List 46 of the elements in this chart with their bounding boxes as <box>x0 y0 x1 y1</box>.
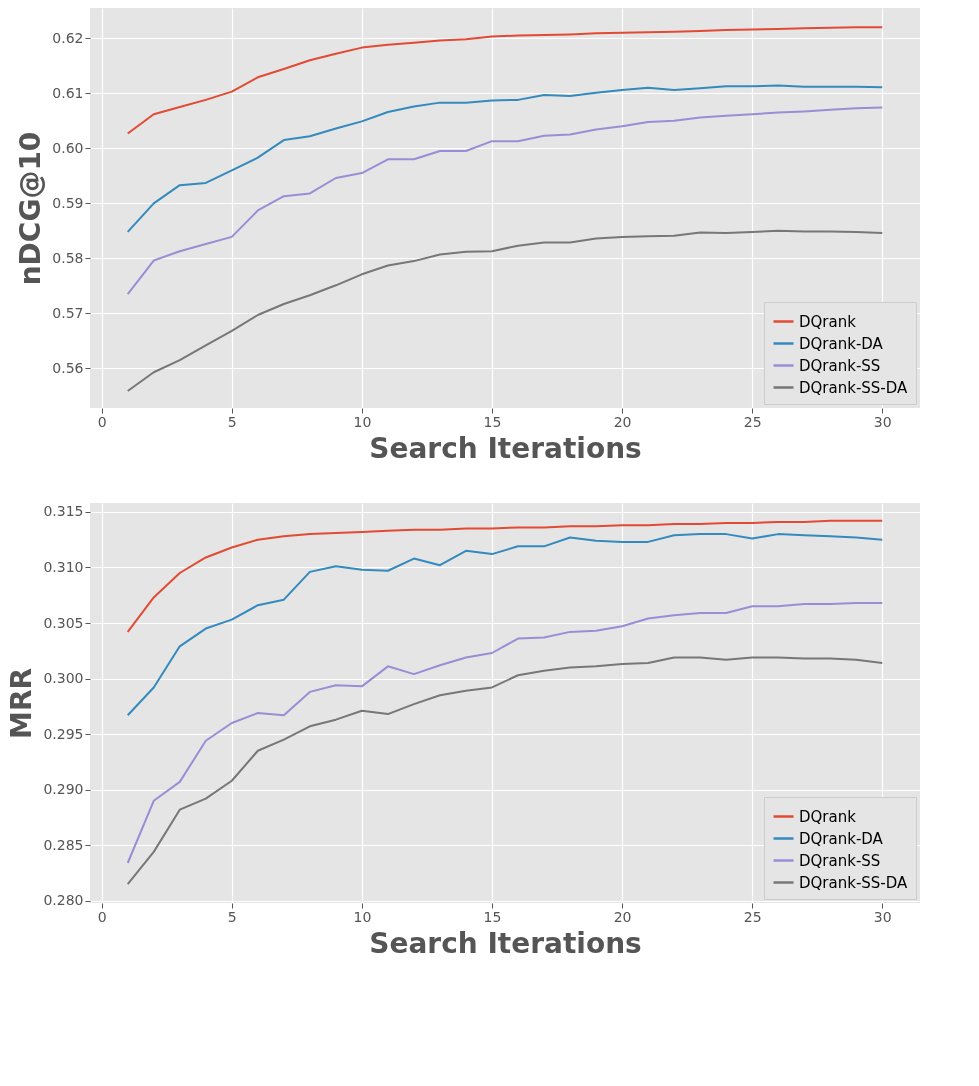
x-tick-label: 15 <box>483 413 502 430</box>
y-tick-label: 0.58 <box>52 249 84 266</box>
y-tick-label: 0.300 <box>43 670 84 687</box>
y-tick-label: 0.56 <box>52 359 84 376</box>
x-tick-label: 30 <box>873 413 892 430</box>
legend-label: DQrank-SS <box>799 356 881 375</box>
x-tick-label: 0 <box>97 908 107 925</box>
y-tick-label: 0.62 <box>52 29 84 46</box>
legend-label: DQrank-SS-DA <box>799 873 909 892</box>
y-tick-label: 0.315 <box>43 503 84 520</box>
y-tick-label: 0.295 <box>43 725 84 742</box>
legend-label: DQrank-DA <box>799 829 884 848</box>
y-tick-label: 0.59 <box>52 194 84 211</box>
x-tick-label: 25 <box>743 413 762 430</box>
x-axis-title: Search Iterations <box>369 926 642 960</box>
line-series <box>126 533 884 717</box>
x-tick-label: 10 <box>353 908 372 925</box>
legend-label: DQrank <box>799 312 857 331</box>
line-series <box>126 106 884 296</box>
x-tick-label: 20 <box>613 413 632 430</box>
y-tick-label: 0.280 <box>43 892 84 909</box>
y-tick-label: 0.310 <box>43 558 84 575</box>
y-tick-label: 0.60 <box>52 139 84 156</box>
legend-label: DQrank-SS-DA <box>799 378 909 397</box>
x-tick-label: 15 <box>483 908 502 925</box>
x-tick-label: 30 <box>873 908 892 925</box>
line-series <box>126 519 884 633</box>
y-tick-label: 0.290 <box>43 781 84 798</box>
line-series <box>126 26 884 135</box>
x-tick-label: 5 <box>227 413 237 430</box>
legend-label: DQrank <box>799 807 857 826</box>
legend-label: DQrank-DA <box>799 334 884 353</box>
x-tick-label: 10 <box>353 413 372 430</box>
x-tick-label: 5 <box>227 908 237 925</box>
y-tick-label: 0.305 <box>43 614 84 631</box>
line-series <box>126 84 884 233</box>
y-axis-title: nDCG@10 <box>14 131 48 286</box>
x-tick-label: 0 <box>97 413 107 430</box>
x-tick-label: 20 <box>613 908 632 925</box>
y-tick-label: 0.57 <box>52 304 84 321</box>
y-tick-label: 0.285 <box>43 836 84 853</box>
y-tick-label: 0.61 <box>52 84 84 101</box>
legend-label: DQrank-SS <box>799 851 881 870</box>
x-tick-label: 25 <box>743 908 762 925</box>
y-axis-title: MRR <box>5 668 39 739</box>
x-axis-title: Search Iterations <box>369 431 642 465</box>
